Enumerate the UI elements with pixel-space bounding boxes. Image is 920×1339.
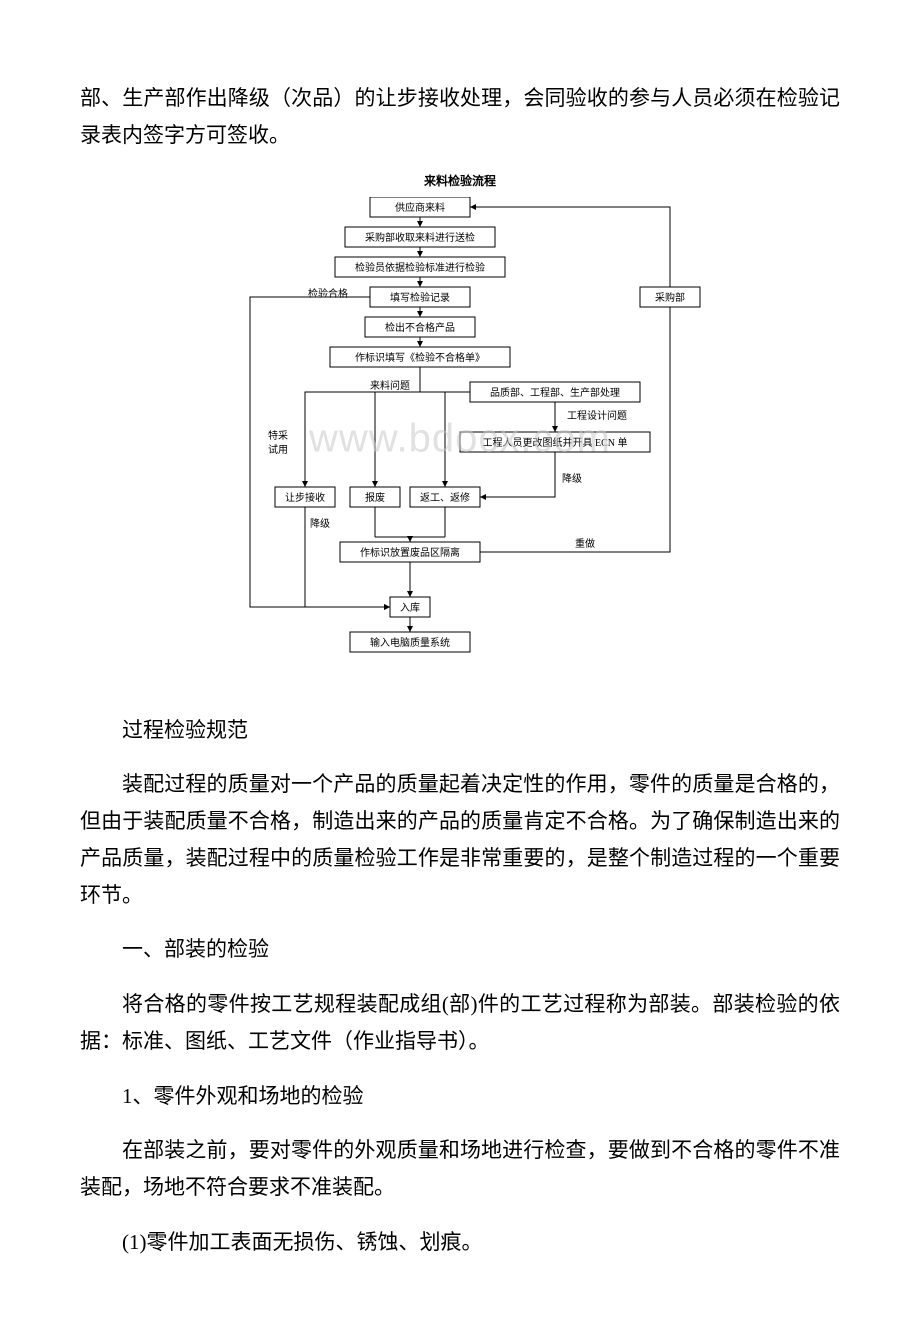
node-ecn-label: 工程人员更改图纸并开具 ECN 单 [483, 436, 628, 449]
node-found-fail-label: 检出不合格产品 [385, 321, 455, 334]
section2-p1: 装配过程的质量对一个产品的质量起着决定性的作用，零件的质量是合格的，但由于装配质… [80, 766, 840, 913]
edge-label-material: 来料问题 [370, 379, 410, 392]
edge-label-downgrade: 降级 [562, 472, 582, 485]
node-dept-handle-label: 品质部、工程部、生产部处理 [490, 386, 620, 399]
section2-h2: 1、零件外观和场地的检验 [80, 1078, 840, 1115]
node-isolate-label: 作标识放置废品区隔离 [360, 546, 460, 559]
intro-paragraph: 部、生产部作出降级（次品）的让步接收处理，会同验收的参与人员必须在检验记录表内签… [80, 80, 840, 154]
edge-label-downgrade2: 降级 [310, 517, 330, 530]
edge-label-special-1: 特采 [268, 430, 288, 442]
node-rework-label: 返工、返修 [420, 491, 470, 504]
node-supplier-label: 供应商来料 [395, 201, 445, 214]
flowchart-container: 来料检验流程 供应商来料 采购部收取来料进行送检 检验员依据检验标准进 [210, 172, 710, 682]
node-scrap-label: 报废 [365, 491, 385, 504]
section2-heading: 过程检验规范 [80, 712, 840, 749]
section2-p4: (1)零件加工表面无损伤、锈蚀、划痕。 [80, 1224, 840, 1261]
edge-label-special-2: 试用 [268, 443, 288, 456]
section2-p2: 将合格的零件按工艺规程装配成组(部)件的工艺过程称为部装。部装检验的依据：标准、… [80, 986, 840, 1060]
node-warehouse-label: 入库 [400, 601, 420, 614]
edge-label-redo: 重做 [575, 537, 595, 550]
flowchart-title: 来料检验流程 [210, 172, 710, 189]
node-purchasing-receive-label: 采购部收取来料进行送检 [365, 231, 475, 244]
node-concession-label: 让步接收 [285, 491, 325, 504]
flowchart-svg: 供应商来料 采购部收取来料进行送检 检验员依据检验标准进行检验 填写检验记录 检… [210, 197, 710, 677]
edge-label-design: 工程设计问题 [567, 409, 627, 422]
node-mark-fail-form-label: 作标识填写《检验不合格单》 [355, 351, 485, 364]
node-input-system-label: 输入电脑质量系统 [370, 636, 450, 649]
section2-h1: 一、部装的检验 [80, 931, 840, 968]
node-purchasing-dept-label: 采购部 [655, 291, 685, 304]
node-inspector-check-label: 检验员依据检验标准进行检验 [355, 261, 485, 274]
edge-label-ok: 检验合格 [308, 287, 348, 300]
node-write-record-label: 填写检验记录 [390, 291, 450, 304]
section2-p3: 在部装之前，要对零件的外观质量和场地进行检查，要做到不合格的零件不准装配，场地不… [80, 1132, 840, 1206]
